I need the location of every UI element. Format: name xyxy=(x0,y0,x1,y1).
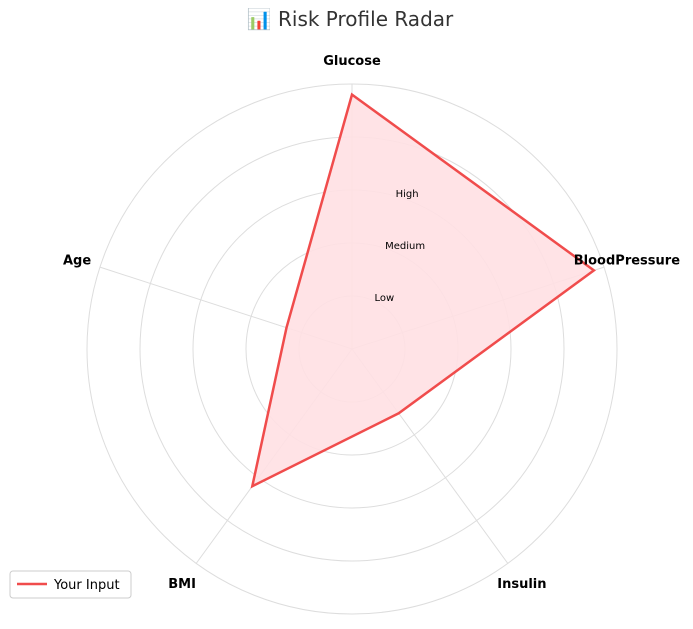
axis-label: Age xyxy=(63,254,91,269)
series-area xyxy=(252,94,594,487)
ring-label: Medium xyxy=(385,241,425,252)
ring-label: Low xyxy=(375,293,395,304)
axis-label: BloodPressure xyxy=(574,254,680,269)
axis-label: BMI xyxy=(168,577,196,592)
axis-labels: Glucose BloodPressure Insulin BMI Age xyxy=(63,54,680,592)
axis-label: Insulin xyxy=(497,577,546,592)
chart-title: 📊 Risk Profile Radar xyxy=(247,7,454,31)
radar-data xyxy=(250,92,597,489)
legend-label: Your Input xyxy=(53,578,120,593)
legend: Your Input xyxy=(9,570,132,599)
ring-label: High xyxy=(396,189,419,200)
ring-labels: Low Medium High xyxy=(375,189,426,304)
legend-box xyxy=(9,570,132,599)
series-line xyxy=(250,92,597,489)
axis-label: Glucose xyxy=(323,54,381,69)
